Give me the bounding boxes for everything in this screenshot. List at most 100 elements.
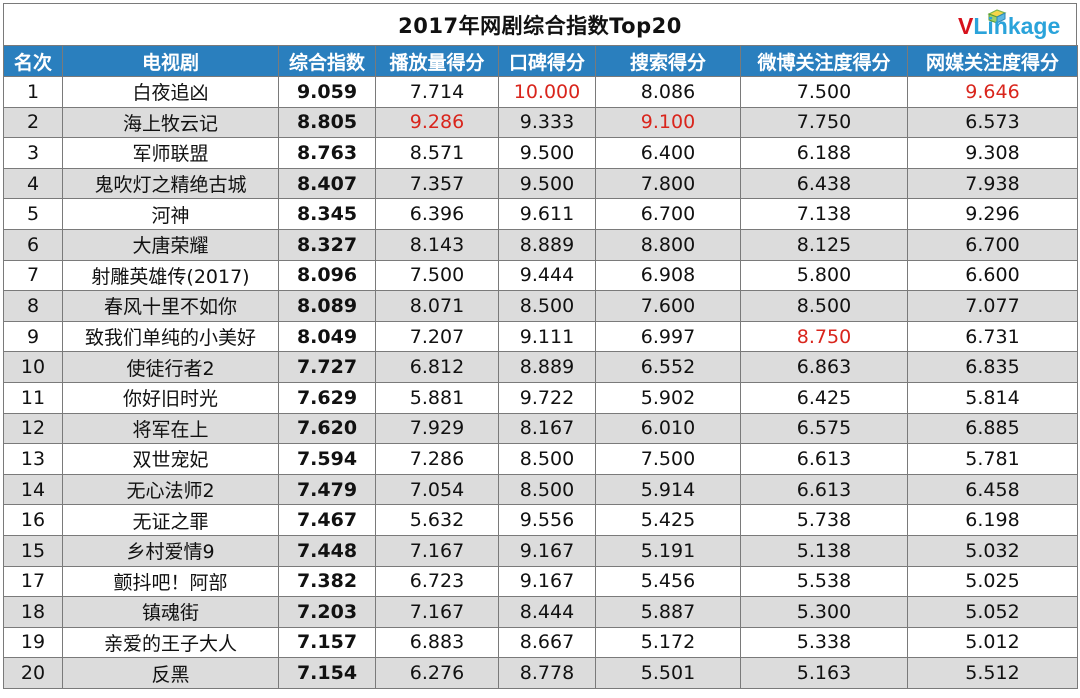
cell-rank: 12 [3, 412, 63, 445]
cell-reputation: 8.444 [498, 596, 596, 628]
cell-play: 5.881 [375, 381, 499, 414]
col-header-rank: 名次 [3, 45, 63, 77]
col-header-total: 综合指数 [278, 45, 376, 77]
col-header-weibo: 微博关注度得分 [740, 45, 908, 77]
logo-text: VLinkage [958, 13, 1060, 40]
table-title: 2017年网剧综合指数Top20 [398, 13, 682, 38]
cell-weibo: 5.163 [740, 657, 908, 689]
cell-rank: 3 [3, 137, 63, 169]
cell-weibo: 8.500 [740, 290, 908, 322]
cell-title: 射雕英雄传(2017) [62, 259, 279, 292]
cell-rank: 8 [3, 290, 63, 322]
cell-total: 7.448 [278, 534, 376, 567]
cell-total: 7.154 [278, 657, 376, 689]
cell-search: 7.600 [595, 290, 741, 322]
table-row: 13 双世宠妃 7.594 7.286 8.500 7.500 6.613 5.781 [3, 443, 1078, 475]
cell-search: 6.997 [595, 320, 741, 353]
cell-play: 9.286 [375, 106, 499, 139]
cell-search: 5.914 [595, 473, 741, 506]
cell-title: 你好旧时光 [62, 381, 279, 414]
table-row: 14 无心法师2 7.479 7.054 8.500 5.914 6.613 6.458 [3, 473, 1078, 506]
cell-reputation: 8.889 [498, 351, 596, 383]
cell-rank: 17 [3, 565, 63, 598]
cell-weibo: 5.800 [740, 259, 908, 292]
cell-total: 7.620 [278, 412, 376, 445]
table-row: 7 射雕英雄传(2017) 8.096 7.500 9.444 6.908 5.800 6.6… [3, 259, 1078, 292]
cell-total: 7.157 [278, 626, 376, 659]
cell-search: 7.800 [595, 167, 741, 200]
col-header-title: 电视剧 [62, 45, 279, 77]
cell-media: 9.646 [907, 76, 1078, 108]
table-row: 19 亲爱的王子大人 7.157 6.883 8.667 5.172 5.338 5.012 [3, 626, 1078, 659]
cell-title: 无心法师2 [62, 473, 279, 506]
cell-weibo: 6.613 [740, 443, 908, 475]
cell-title: 军师联盟 [62, 137, 279, 169]
cell-rank: 19 [3, 626, 63, 659]
cell-weibo: 8.125 [740, 228, 908, 261]
cell-reputation: 9.556 [498, 504, 596, 536]
cell-rank: 5 [3, 198, 63, 230]
cell-rank: 7 [3, 259, 63, 292]
cell-weibo: 5.338 [740, 626, 908, 659]
cell-weibo: 6.188 [740, 137, 908, 169]
table-row: 8 春风十里不如你 8.089 8.071 8.500 7.600 8.500 7.077 [3, 290, 1078, 322]
cell-total: 8.763 [278, 137, 376, 169]
cell-search: 6.010 [595, 412, 741, 445]
cell-media: 6.458 [907, 473, 1078, 506]
cell-search: 5.501 [595, 657, 741, 689]
table-row: 11 你好旧时光 7.629 5.881 9.722 5.902 6.425 5.814 [3, 381, 1078, 414]
cell-play: 7.929 [375, 412, 499, 445]
cell-rank: 4 [3, 167, 63, 200]
cell-total: 8.049 [278, 320, 376, 353]
cell-media: 7.938 [907, 167, 1078, 200]
cell-reputation: 9.111 [498, 320, 596, 353]
cell-title: 海上牧云记 [62, 106, 279, 139]
cell-total: 9.059 [278, 76, 376, 108]
cell-search: 6.908 [595, 259, 741, 292]
cell-title: 使徒行者2 [62, 351, 279, 383]
table-row: 6 大唐荣耀 8.327 8.143 8.889 8.800 8.125 6.700 [3, 228, 1078, 261]
cell-rank: 9 [3, 320, 63, 353]
cell-reputation: 9.500 [498, 137, 596, 169]
cell-play: 6.396 [375, 198, 499, 230]
cell-total: 7.203 [278, 596, 376, 628]
cell-title: 河神 [62, 198, 279, 230]
cell-reputation: 8.500 [498, 290, 596, 322]
header-row: 名次 电视剧 综合指数 播放量得分 口碑得分 搜索得分 微博关注度得分 网媒关注… [3, 45, 1078, 77]
cell-media: 5.025 [907, 565, 1078, 598]
cell-reputation: 8.167 [498, 412, 596, 445]
cell-total: 8.096 [278, 259, 376, 292]
cell-title: 双世宠妃 [62, 443, 279, 475]
table-row: 5 河神 8.345 6.396 9.611 6.700 7.138 9.296 [3, 198, 1078, 230]
cell-play: 6.883 [375, 626, 499, 659]
cell-search: 6.700 [595, 198, 741, 230]
cell-play: 6.812 [375, 351, 499, 383]
cell-total: 8.089 [278, 290, 376, 322]
cell-rank: 18 [3, 596, 63, 628]
cell-title: 颤抖吧！阿部 [62, 565, 279, 598]
cell-total: 7.382 [278, 565, 376, 598]
cell-weibo: 5.538 [740, 565, 908, 598]
col-header-search: 搜索得分 [595, 45, 741, 77]
cell-play: 6.723 [375, 565, 499, 598]
cell-title: 乡村爱情9 [62, 534, 279, 567]
cell-play: 6.276 [375, 657, 499, 689]
cell-title: 鬼吹灯之精绝古城 [62, 167, 279, 200]
cell-title: 春风十里不如你 [62, 290, 279, 322]
vlinkage-logo: VLinkage [958, 8, 1066, 42]
cell-total: 7.467 [278, 504, 376, 536]
cell-media: 6.885 [907, 412, 1078, 445]
cell-search: 8.800 [595, 228, 741, 261]
cell-title: 反黑 [62, 657, 279, 689]
table-row: 1 白夜追凶 9.059 7.714 10.000 8.086 7.500 9.646 [3, 76, 1078, 108]
table-row: 3 军师联盟 8.763 8.571 9.500 6.400 6.188 9.308 [3, 137, 1078, 169]
ranking-table: 名次 电视剧 综合指数 播放量得分 口碑得分 搜索得分 微博关注度得分 网媒关注… [3, 45, 1078, 689]
cell-play: 7.500 [375, 259, 499, 292]
cell-media: 5.052 [907, 596, 1078, 628]
logo-letter: V [958, 13, 974, 39]
cell-search: 7.500 [595, 443, 741, 475]
cell-title: 将军在上 [62, 412, 279, 445]
cell-reputation: 9.611 [498, 198, 596, 230]
cell-play: 8.071 [375, 290, 499, 322]
table-row: 2 海上牧云记 8.805 9.286 9.333 9.100 7.750 6.573 [3, 106, 1078, 139]
